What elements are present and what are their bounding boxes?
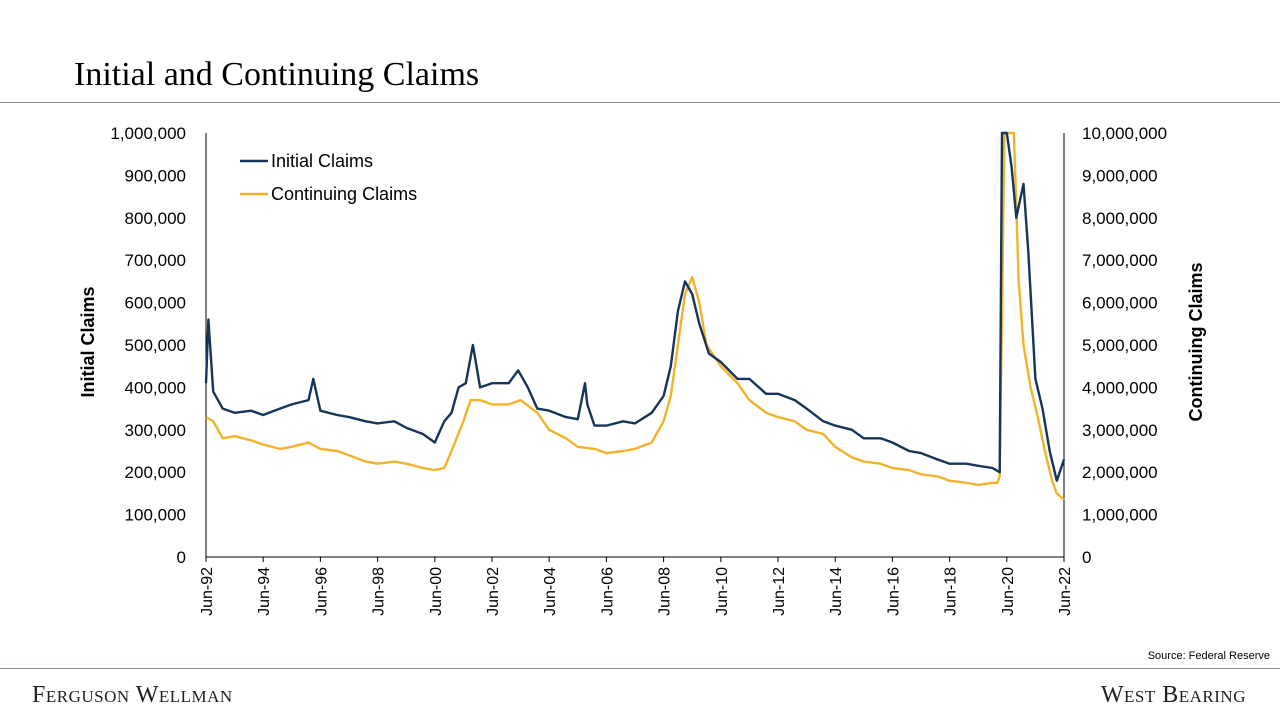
y-left-tick-label: 300,000: [125, 421, 186, 440]
y-right-tick-label: 4,000,000: [1082, 378, 1158, 397]
x-tick-label: Jun-18: [943, 567, 960, 616]
y-left-tick-label: 600,000: [125, 294, 186, 313]
x-tick-label: Jun-22: [1057, 567, 1074, 616]
y-left-tick-label: 400,000: [125, 378, 186, 397]
x-tick-label: Jun-06: [599, 567, 616, 616]
y-right-tick-label: 1,000,000: [1082, 506, 1158, 525]
legend-label: Initial Claims: [271, 151, 373, 171]
y-right-tick-label: 3,000,000: [1082, 421, 1158, 440]
y-right-tick-label: 6,000,000: [1082, 294, 1158, 313]
y-right-tick-label: 8,000,000: [1082, 209, 1158, 228]
x-tick-label: Jun-98: [371, 567, 388, 616]
x-tick-label: Jun-16: [885, 567, 902, 616]
series-initial-claims-line: [204, 131, 1066, 482]
x-tick-label: Jun-92: [199, 567, 216, 616]
y-left-tick-label: 100,000: [125, 506, 186, 525]
x-tick-label: Jun-04: [542, 567, 559, 616]
y-left-tick-label: 800,000: [125, 209, 186, 228]
y-right-tick-label: 2,000,000: [1082, 463, 1158, 482]
footer-divider: [0, 668, 1280, 669]
x-tick-label: Jun-20: [1000, 567, 1017, 616]
brand-logo-west-bearing: West Bearing: [1100, 682, 1246, 708]
chart-series: [204, 131, 1066, 501]
y-axis-left-title: Initial Claims: [78, 286, 98, 397]
y-right-tick-label: 5,000,000: [1082, 336, 1158, 355]
page-title: Initial and Continuing Claims: [74, 56, 480, 93]
y-left-tick-label: 700,000: [125, 251, 186, 270]
chart-axes: 0 100,000 200,000 300,000 400,000 500,000 600,…: [78, 124, 1206, 616]
y-left-tick-label: 500,000: [125, 336, 186, 355]
y-left-tick-label: 900,000: [125, 166, 186, 185]
y-axis-right-title: Continuing Claims: [1186, 263, 1206, 422]
y-right-tick-label: 7,000,000: [1082, 251, 1158, 270]
legend-label: Continuing Claims: [271, 184, 417, 204]
header-divider: [0, 102, 1280, 103]
y-right-tick-label: 10,000,000: [1082, 124, 1167, 143]
y-left-tick-label: 1,000,000: [110, 124, 186, 143]
x-tick-label: Jun-14: [828, 567, 845, 616]
y-right-tick-label: 0: [1082, 548, 1091, 567]
x-tick-label: Jun-96: [313, 567, 330, 616]
chart-legend: Initial Claims Continuing Claims: [240, 151, 417, 204]
x-tick-label: Jun-00: [428, 567, 445, 616]
x-tick-label: Jun-08: [657, 567, 674, 616]
y-left-tick-label: 0: [177, 548, 186, 567]
brand-logo-ferguson-wellman: Ferguson Wellman: [32, 682, 233, 708]
y-left-tick-label: 200,000: [125, 463, 186, 482]
source-note: Source: Federal Reserve: [1147, 650, 1270, 662]
x-tick-label: Jun-94: [256, 567, 273, 616]
series-continuing-claims-line: [205, 131, 1065, 501]
x-tick-label: Jun-10: [714, 567, 731, 616]
y-right-tick-label: 9,000,000: [1082, 166, 1158, 185]
x-tick-label: Jun-12: [771, 567, 788, 616]
x-tick-label: Jun-02: [485, 567, 502, 616]
